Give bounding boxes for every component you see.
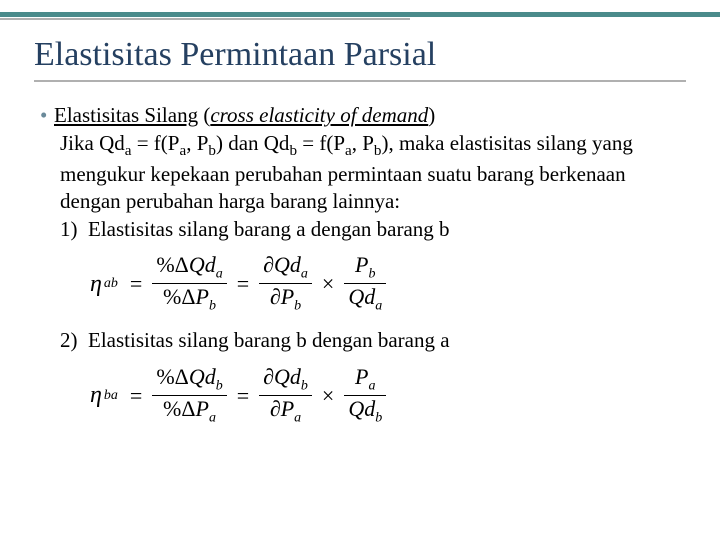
bullet-label-italic: cross elasticity of demand bbox=[210, 103, 428, 127]
frac-2b: ∂Qdb ∂Pa bbox=[259, 364, 312, 427]
t: Jika Qd bbox=[60, 131, 125, 155]
times-symbol: × bbox=[322, 270, 334, 298]
sub: a bbox=[216, 266, 223, 281]
top-accent-border bbox=[0, 0, 720, 22]
t: , P bbox=[352, 131, 374, 155]
equals: = bbox=[237, 270, 249, 298]
num-2: 2) bbox=[60, 327, 88, 353]
formula-1: ηab = %ΔQda %ΔPb = ∂Qda ∂Pb × Pb Qda bbox=[40, 252, 686, 315]
sub: b bbox=[375, 410, 382, 425]
t: , P bbox=[186, 131, 208, 155]
eta-symbol: η bbox=[90, 269, 102, 299]
equals: = bbox=[130, 382, 142, 410]
times-symbol: × bbox=[322, 382, 334, 410]
t: Qd bbox=[274, 364, 301, 389]
t: P bbox=[281, 396, 294, 421]
slide-title: Elastisitas Permintaan Parsial bbox=[34, 36, 686, 74]
bullet-dot-icon: • bbox=[40, 102, 54, 128]
gray-rule-top bbox=[0, 18, 410, 20]
t: = f(P bbox=[131, 131, 179, 155]
sub: a bbox=[294, 410, 301, 425]
t: %Δ bbox=[163, 284, 195, 309]
equals: = bbox=[237, 382, 249, 410]
t: P bbox=[196, 396, 209, 421]
sub: a bbox=[301, 266, 308, 281]
equals: = bbox=[130, 270, 142, 298]
sub: a bbox=[345, 143, 352, 159]
t: Qd bbox=[189, 252, 216, 277]
bullet-heading: Elastisitas Silang (cross elasticity of … bbox=[54, 102, 686, 128]
eta-sub: ba bbox=[104, 387, 118, 405]
t: %Δ bbox=[156, 364, 188, 389]
paren-close: ) bbox=[428, 103, 435, 127]
sub: b bbox=[209, 299, 216, 314]
t: = f(P bbox=[297, 131, 345, 155]
t: Qd bbox=[348, 396, 375, 421]
sub: b bbox=[368, 266, 375, 281]
sub: b bbox=[301, 378, 308, 393]
frac-1c: Pb Qda bbox=[344, 252, 386, 315]
t: ∂ bbox=[270, 284, 281, 309]
sub: b bbox=[294, 299, 301, 314]
item1-text: Elastisitas silang barang a dengan baran… bbox=[88, 217, 450, 241]
slide-content: Elastisitas Permintaan Parsial • Elastis… bbox=[0, 0, 720, 459]
bullet-label-underline: Elastisitas Silang bbox=[54, 103, 198, 127]
sub: b bbox=[208, 143, 216, 159]
t: Qd bbox=[274, 252, 301, 277]
list-item-1: 1)Elastisitas silang barang a dengan bar… bbox=[40, 216, 686, 242]
frac-2a: %ΔQdb %ΔPa bbox=[152, 364, 226, 427]
sub: a bbox=[375, 299, 382, 314]
eta-symbol: η bbox=[90, 380, 102, 410]
t: P bbox=[196, 284, 209, 309]
frac-2c: Pa Qdb bbox=[344, 364, 386, 427]
list-item-2: 2)Elastisitas silang barang b dengan bar… bbox=[40, 327, 686, 353]
paren-open: ( bbox=[198, 103, 210, 127]
num-1: 1) bbox=[60, 216, 88, 242]
sub: b bbox=[216, 378, 223, 393]
intro-paragraph: Jika Qda = f(Pa, Pb) dan Qdb = f(Pa, Pb)… bbox=[40, 130, 686, 214]
bullet-item: • Elastisitas Silang (cross elasticity o… bbox=[40, 102, 686, 128]
t: %Δ bbox=[163, 396, 195, 421]
t: ) dan Qd bbox=[216, 131, 289, 155]
t: Qd bbox=[189, 364, 216, 389]
sub: b bbox=[289, 143, 297, 159]
item2-text: Elastisitas silang barang b dengan baran… bbox=[88, 328, 450, 352]
t: %Δ bbox=[156, 252, 188, 277]
t: ∂ bbox=[263, 252, 274, 277]
eta-sub: ab bbox=[104, 275, 118, 293]
body-text: • Elastisitas Silang (cross elasticity o… bbox=[34, 102, 686, 427]
t: P bbox=[355, 252, 368, 277]
t: Qd bbox=[348, 284, 375, 309]
sub: a bbox=[368, 378, 375, 393]
t: P bbox=[355, 364, 368, 389]
t: P bbox=[281, 284, 294, 309]
frac-1b: ∂Qda ∂Pb bbox=[259, 252, 312, 315]
t: ∂ bbox=[263, 364, 274, 389]
t: ∂ bbox=[270, 396, 281, 421]
formula-2: ηba = %ΔQdb %ΔPa = ∂Qdb ∂Pa × Pa Qdb bbox=[40, 364, 686, 427]
sub: a bbox=[209, 410, 216, 425]
frac-1a: %ΔQda %ΔPb bbox=[152, 252, 226, 315]
teal-rule bbox=[0, 12, 720, 17]
title-underline bbox=[34, 80, 686, 82]
